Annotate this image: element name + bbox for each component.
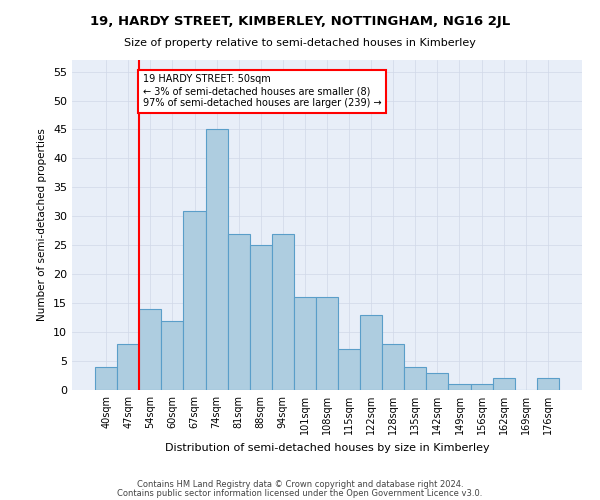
Bar [427,372,448,390]
Bar [470,384,493,390]
Text: Size of property relative to semi-detached houses in Kimberley: Size of property relative to semi-detach… [124,38,476,48]
Bar [184,210,206,390]
X-axis label: Distribution of semi-detached houses by size in Kimberley: Distribution of semi-detached houses by … [164,442,490,452]
Bar [139,309,161,390]
Text: Contains HM Land Registry data © Crown copyright and database right 2024.: Contains HM Land Registry data © Crown c… [137,480,463,489]
Bar [161,320,184,390]
Text: 19, HARDY STREET, KIMBERLEY, NOTTINGHAM, NG16 2JL: 19, HARDY STREET, KIMBERLEY, NOTTINGHAM,… [90,15,510,28]
Bar [338,350,360,390]
Bar [382,344,404,390]
Bar [448,384,470,390]
Bar [294,298,316,390]
Bar [404,367,427,390]
Bar [316,298,338,390]
Bar [360,314,382,390]
Bar [206,130,227,390]
Bar [117,344,139,390]
Bar [227,234,250,390]
Y-axis label: Number of semi-detached properties: Number of semi-detached properties [37,128,47,322]
Bar [250,246,272,390]
Bar [493,378,515,390]
Bar [272,234,294,390]
Bar [95,367,117,390]
Text: 19 HARDY STREET: 50sqm
← 3% of semi-detached houses are smaller (8)
97% of semi-: 19 HARDY STREET: 50sqm ← 3% of semi-deta… [143,74,381,108]
Bar [537,378,559,390]
Text: Contains public sector information licensed under the Open Government Licence v3: Contains public sector information licen… [118,489,482,498]
